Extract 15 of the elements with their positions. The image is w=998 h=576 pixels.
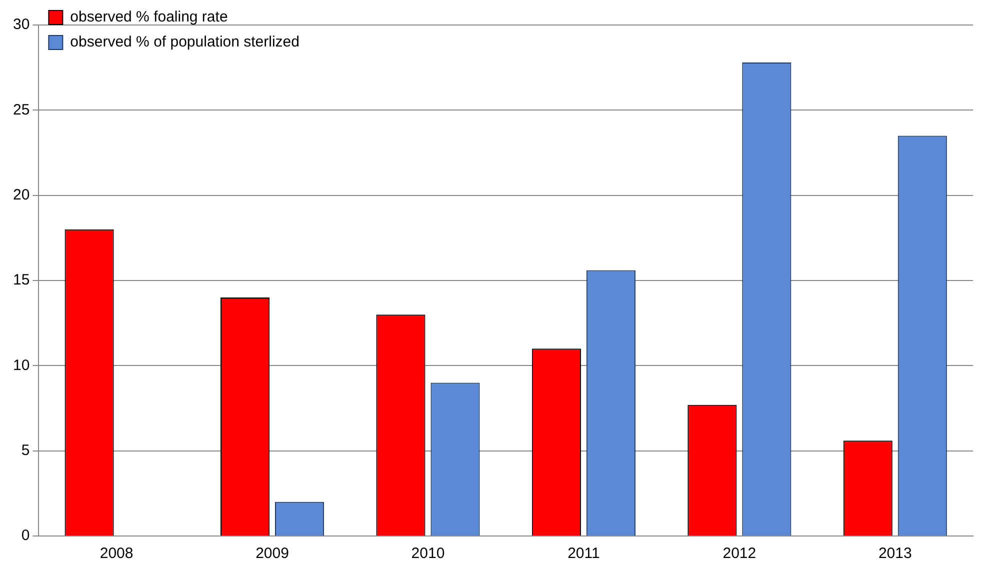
x-tick-label: 2013: [878, 545, 912, 562]
x-tick-label: 2010: [411, 545, 445, 562]
x-tick-label: 2012: [722, 545, 756, 562]
y-tick-label: 30: [12, 16, 30, 34]
y-tick-label: 10: [12, 356, 30, 374]
x-tick-label: 2009: [256, 545, 289, 562]
y-tick-label: 5: [21, 442, 30, 459]
y-tick-label: 15: [12, 272, 30, 289]
x-tick-label: 2011: [568, 545, 600, 562]
legend-label: observed % of population sterlized: [70, 34, 300, 51]
x-tick-label: 2008: [100, 545, 134, 562]
y-tick-label: 0: [21, 527, 30, 544]
y-tick-label: 20: [12, 186, 30, 204]
y-tick-label: 25: [12, 101, 30, 118]
legend-label: observed % foaling rate: [70, 8, 228, 26]
